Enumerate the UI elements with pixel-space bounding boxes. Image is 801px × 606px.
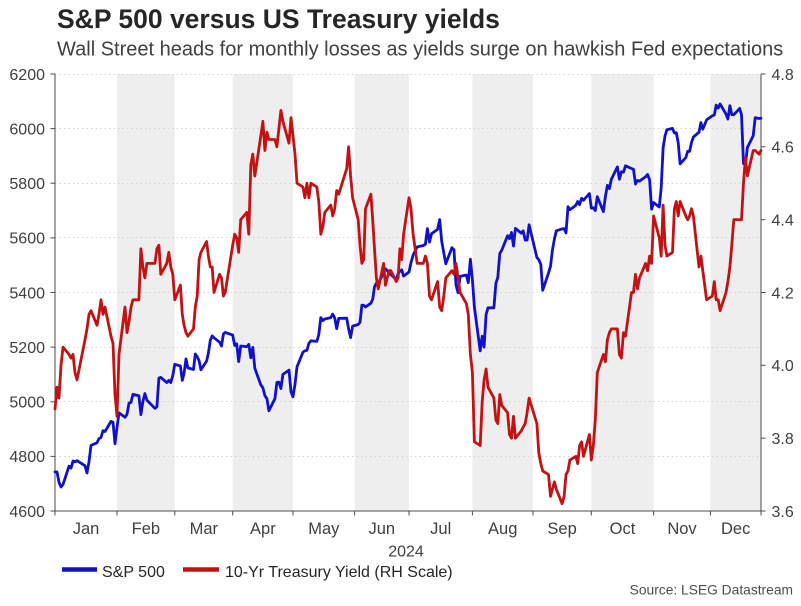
svg-text:4.6: 4.6 <box>772 140 794 157</box>
svg-text:5200: 5200 <box>9 340 45 357</box>
svg-text:Sep: Sep <box>547 520 576 538</box>
svg-text:Aug: Aug <box>488 520 517 538</box>
svg-text:May: May <box>308 520 340 538</box>
svg-text:6200: 6200 <box>9 67 45 84</box>
svg-text:3.6: 3.6 <box>772 504 794 521</box>
svg-text:4.4: 4.4 <box>772 213 794 230</box>
svg-text:Nov: Nov <box>667 520 697 538</box>
svg-text:Feb: Feb <box>132 520 160 538</box>
svg-text:Apr: Apr <box>250 520 276 538</box>
svg-text:Oct: Oct <box>610 520 636 538</box>
svg-text:4600: 4600 <box>9 504 45 521</box>
svg-text:5400: 5400 <box>9 285 45 302</box>
svg-text:4.0: 4.0 <box>772 358 794 375</box>
svg-text:Source: LSEG Datastream: Source: LSEG Datastream <box>630 583 793 598</box>
svg-text:Dec: Dec <box>721 520 750 538</box>
svg-text:S&P 500: S&P 500 <box>102 564 165 581</box>
svg-text:4.8: 4.8 <box>772 67 794 84</box>
svg-text:5000: 5000 <box>9 395 45 412</box>
svg-text:5600: 5600 <box>9 231 45 248</box>
svg-text:4.2: 4.2 <box>772 285 794 302</box>
svg-text:Jan: Jan <box>73 520 100 538</box>
svg-text:Wall Street heads for monthly: Wall Street heads for monthly losses as … <box>57 39 783 61</box>
svg-text:S&P 500 versus US Treasury yie: S&P 500 versus US Treasury yields <box>57 4 500 34</box>
svg-text:Jul: Jul <box>430 520 451 538</box>
svg-text:3.8: 3.8 <box>772 431 794 448</box>
svg-text:4800: 4800 <box>9 449 45 466</box>
svg-text:Mar: Mar <box>190 520 219 538</box>
svg-text:2024: 2024 <box>388 544 424 561</box>
svg-text:6000: 6000 <box>9 121 45 138</box>
svg-text:5800: 5800 <box>9 176 45 193</box>
svg-text:Jun: Jun <box>368 520 395 538</box>
svg-text:10-Yr Treasury Yield (RH Scale: 10-Yr Treasury Yield (RH Scale) <box>225 564 453 581</box>
